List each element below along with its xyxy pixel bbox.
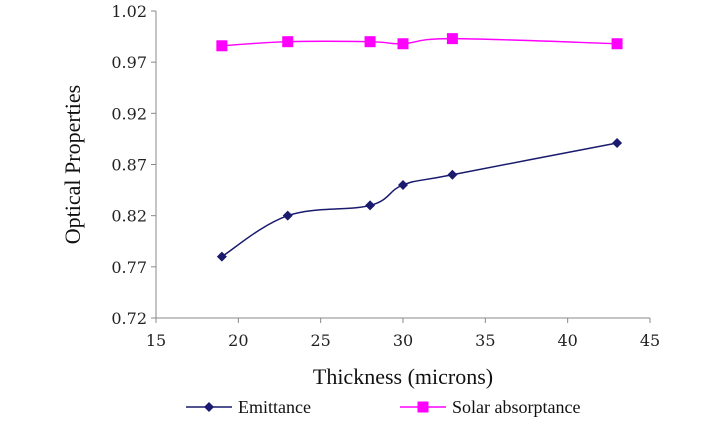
data-point: [398, 179, 408, 190]
series-line: [221, 37, 618, 47]
legend-swatch-marker: [417, 401, 429, 413]
y-tick-label: 0.92: [111, 104, 147, 123]
data-point: [446, 33, 458, 45]
x-tick-label: 45: [640, 331, 660, 350]
legend-label: Solar absorptance: [452, 397, 580, 417]
x-tick-label: 20: [228, 331, 248, 350]
x-tick-label: 25: [310, 331, 330, 350]
y-axis-ticks: 0.72 0.77 0.82 0.87 0.92 0.97 1.02: [111, 2, 156, 328]
data-point: [282, 210, 293, 221]
x-tick-label: 40: [557, 331, 577, 350]
legend-label: Emittance: [238, 397, 311, 417]
data-point: [364, 36, 376, 48]
data-point: [397, 38, 409, 50]
y-tick-label: 0.77: [111, 258, 147, 277]
y-tick-label: 0.87: [111, 156, 147, 175]
y-tick-label: 1.02: [111, 2, 147, 21]
legend-item: Solar absorptance: [400, 397, 580, 417]
x-tick-label: 30: [393, 331, 413, 350]
series-layer: [216, 33, 623, 262]
data-point: [365, 200, 376, 211]
x-tick-label: 35: [475, 331, 495, 350]
series-line: [221, 142, 618, 258]
x-tick-label: 15: [146, 331, 166, 350]
y-tick-label: 0.97: [111, 53, 147, 72]
legend: Emittance Solar absorptance: [186, 397, 580, 417]
series-emittance: [216, 138, 623, 262]
data-point: [216, 40, 228, 52]
data-point: [216, 251, 227, 262]
data-point: [282, 36, 294, 48]
data-point: [611, 38, 623, 50]
data-point: [447, 169, 458, 180]
legend-item: Emittance: [186, 397, 311, 417]
y-tick-label: 0.72: [111, 309, 147, 328]
series-solar-absorptance: [216, 33, 623, 52]
y-tick-label: 0.82: [111, 207, 147, 226]
x-axis-ticks: 15 20 25 30 35 40 45: [146, 318, 660, 350]
x-axis-label: Thickness (microns): [313, 364, 493, 389]
y-axis-label: Optical Properties: [60, 85, 85, 244]
legend-swatch-marker: [204, 402, 214, 412]
plot-axes: [155, 11, 650, 319]
data-point: [612, 138, 623, 149]
